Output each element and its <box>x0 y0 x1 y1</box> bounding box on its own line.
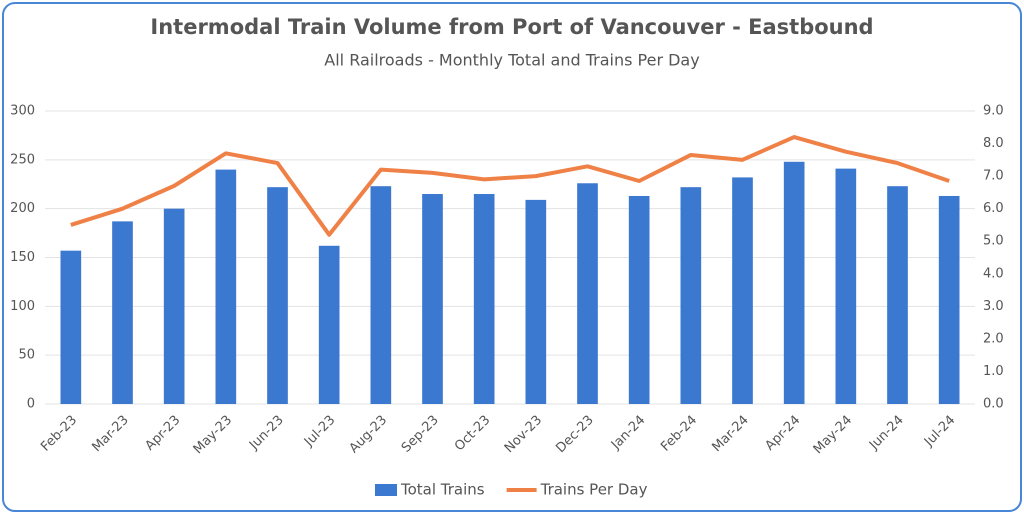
bar <box>835 168 857 404</box>
bar <box>473 194 495 404</box>
bar <box>783 161 805 404</box>
y-tick-label: 150 <box>10 250 35 265</box>
bar <box>680 187 702 404</box>
bar <box>318 245 340 404</box>
bar <box>525 199 547 404</box>
y2-tick-label: 7.0 <box>983 169 1004 184</box>
bar <box>422 194 443 404</box>
y-tick-label: 300 <box>10 104 35 119</box>
y2-tick-label: 8.0 <box>983 136 1004 151</box>
bar <box>887 186 908 404</box>
y2-tick-label: 6.0 <box>983 201 1004 216</box>
bar <box>112 221 133 404</box>
legend-label: Trains Per Day <box>540 481 648 499</box>
legend-swatch <box>375 484 397 496</box>
y-tick-label: 100 <box>10 299 35 314</box>
bar <box>938 195 960 404</box>
bar <box>60 250 82 404</box>
bar <box>370 186 392 404</box>
chart-title: Intermodal Train Volume from Port of Van… <box>150 15 873 39</box>
y2-tick-label: 4.0 <box>983 266 1004 281</box>
y2-tick-label: 1.0 <box>983 364 1004 379</box>
bar <box>215 169 237 404</box>
bar <box>628 195 650 404</box>
y-tick-label: 250 <box>10 152 35 167</box>
chart-subtitle: All Railroads - Monthly Total and Trains… <box>324 51 699 70</box>
legend-label: Total Trains <box>400 481 485 499</box>
y-tick-label: 0 <box>27 397 35 412</box>
y2-tick-label: 9.0 <box>983 104 1004 119</box>
bar <box>577 183 598 404</box>
y2-tick-label: 3.0 <box>983 299 1004 314</box>
y2-tick-label: 5.0 <box>983 234 1004 249</box>
bar <box>732 177 753 404</box>
y-tick-label: 200 <box>10 201 35 216</box>
bar <box>163 208 185 404</box>
y2-tick-label: 0.0 <box>983 397 1004 412</box>
y2-tick-label: 2.0 <box>983 331 1004 346</box>
line <box>70 135 950 237</box>
bar <box>267 187 288 404</box>
y-tick-label: 50 <box>18 348 35 363</box>
